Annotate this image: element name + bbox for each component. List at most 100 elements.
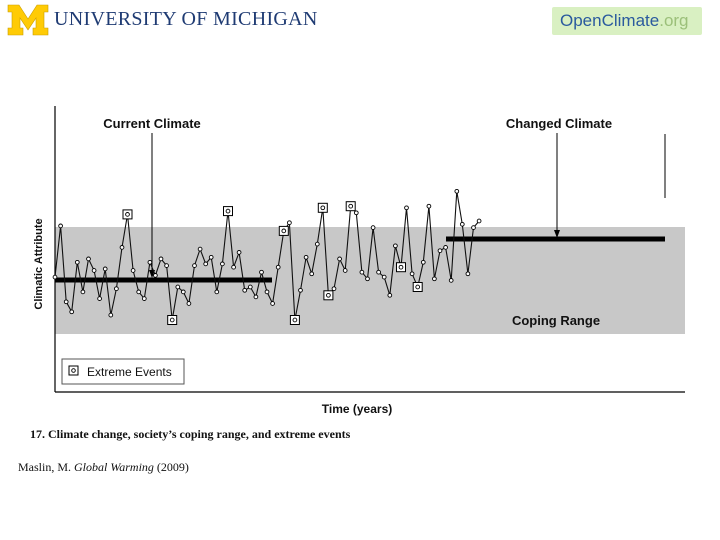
data-point	[409, 271, 415, 277]
x-axis-label: Time (years)	[322, 402, 392, 416]
data-point	[259, 269, 264, 275]
data-point	[214, 289, 220, 295]
data-point	[125, 212, 130, 217]
data-point	[443, 245, 448, 250]
data-point	[476, 218, 482, 224]
data-point	[247, 284, 253, 290]
data-point	[175, 284, 181, 290]
data-point	[69, 309, 75, 315]
data-point	[454, 188, 460, 194]
data-point	[381, 274, 387, 280]
data-point	[186, 301, 192, 306]
data-point	[287, 220, 292, 226]
data-point	[432, 276, 437, 282]
data-point	[365, 276, 370, 282]
data-point	[387, 292, 393, 298]
data-point	[314, 241, 320, 247]
data-point	[136, 289, 142, 295]
data-point	[225, 208, 231, 214]
data-point	[208, 254, 214, 260]
data-point	[153, 273, 158, 278]
data-point	[141, 296, 147, 301]
data-point	[91, 268, 97, 273]
climate-chart: Climatic Attribute Time (years) Current …	[33, 106, 685, 416]
data-point	[231, 264, 236, 270]
openclimate-badge[interactable]: OpenClimate.org	[552, 7, 702, 35]
data-point	[281, 228, 287, 234]
figure-caption: 17. Climate change, society’s coping ran…	[30, 427, 351, 441]
series-layer	[52, 188, 482, 325]
data-point	[158, 256, 164, 262]
data-point	[353, 210, 359, 216]
data-point	[370, 225, 376, 230]
slide-header: UNIVERSITY OF MICHIGAN OpenClimate.org	[0, 0, 720, 44]
data-point	[326, 292, 331, 298]
data-point	[164, 263, 169, 268]
data-point	[108, 312, 114, 318]
site-name-org: .org	[659, 11, 689, 30]
data-point	[309, 271, 315, 277]
data-point	[376, 269, 381, 275]
data-point	[404, 205, 409, 211]
data-point	[420, 259, 426, 265]
data-point	[130, 268, 136, 273]
data-point	[320, 205, 326, 211]
data-point	[459, 221, 465, 227]
data-point	[348, 203, 354, 209]
data-point	[331, 286, 337, 292]
data-point	[203, 261, 209, 267]
citation: Maslin, M. Global Warming (2009)	[18, 460, 189, 475]
data-point	[393, 243, 398, 249]
data-point	[169, 317, 175, 323]
data-point	[298, 287, 303, 293]
data-point	[471, 225, 476, 230]
changed-climate-label: Changed Climate	[506, 116, 612, 131]
citation-author: Maslin, M.	[18, 460, 75, 474]
data-point	[292, 317, 298, 323]
data-point	[192, 263, 197, 268]
changed-climate-arrowhead	[554, 230, 560, 238]
data-point	[119, 245, 125, 250]
data-point	[337, 256, 342, 262]
site-name-open: Open	[560, 11, 602, 30]
coping-range-label: Coping Range	[512, 313, 600, 328]
data-point	[242, 287, 248, 293]
data-point	[97, 296, 102, 301]
data-point	[180, 289, 186, 295]
y-axis-label: Climatic Attribute	[33, 218, 45, 309]
university-m-logo	[7, 4, 49, 36]
current-climate-label: Current Climate	[103, 116, 201, 131]
data-point	[465, 271, 471, 277]
data-point	[114, 286, 119, 292]
legend-box	[61, 358, 185, 385]
citation-year: (2009)	[153, 460, 189, 474]
data-point	[359, 269, 365, 275]
data-point	[303, 254, 309, 260]
data-point	[398, 264, 404, 270]
data-point	[270, 301, 275, 306]
legend-label: Extreme Events	[87, 365, 172, 379]
data-point	[253, 294, 259, 300]
data-point	[236, 250, 242, 255]
data-point	[63, 299, 69, 305]
data-point	[86, 256, 91, 262]
data-point	[437, 248, 443, 254]
data-point	[264, 289, 270, 295]
data-point	[197, 246, 203, 252]
extreme-event-legend-dot	[71, 368, 76, 373]
data-point	[342, 268, 348, 273]
data-point	[415, 284, 421, 290]
data-point	[58, 223, 63, 229]
data-point	[74, 259, 80, 265]
data-point	[275, 264, 281, 270]
data-point	[102, 266, 108, 272]
university-name: UNIVERSITY OF MICHIGAN	[54, 8, 318, 30]
data-point	[80, 289, 86, 295]
data-point	[52, 274, 58, 280]
data-point	[220, 261, 225, 267]
data-point	[426, 203, 432, 209]
citation-book: Global Warming	[74, 460, 154, 474]
data-point	[147, 259, 153, 265]
site-name-climate: Climate	[601, 11, 660, 30]
data-point	[448, 278, 454, 283]
